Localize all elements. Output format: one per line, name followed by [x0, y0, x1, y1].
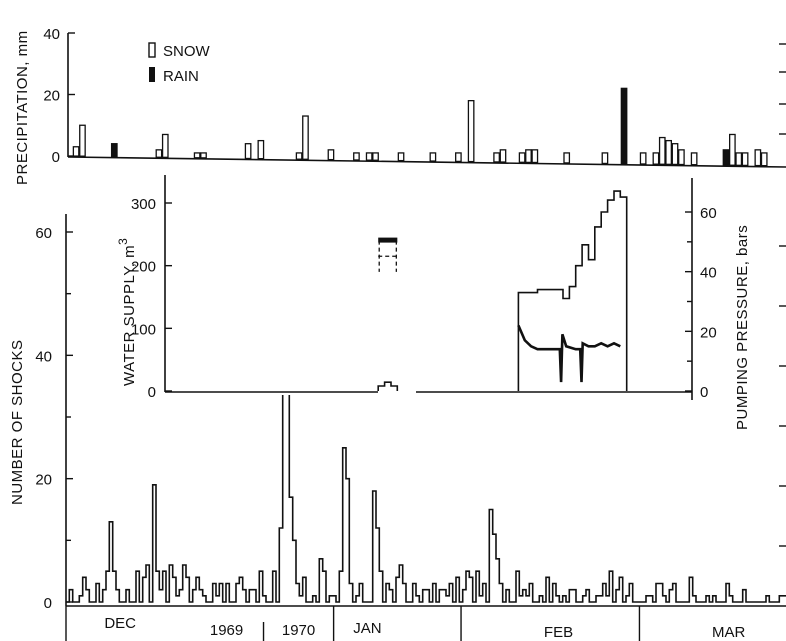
water-marker-bar [378, 237, 398, 243]
precip-bar-snow [397, 152, 405, 162]
right-edge-ticks [779, 245, 786, 547]
pressure-tick-label: 20 [700, 324, 717, 341]
precip-x-axis [67, 156, 786, 168]
precip-bar-snow [161, 133, 169, 158]
precip-bar-snow [200, 152, 207, 159]
month-label: DEC [104, 615, 136, 632]
precip-bar-snow [729, 133, 736, 166]
month-label: FEB [544, 624, 573, 641]
precip-bar-snow [601, 152, 609, 165]
pumping-pressure-curve [517, 324, 621, 383]
precip-bar-rain [110, 143, 118, 158]
precip-bar-snow [155, 149, 163, 158]
precip-bar-snow [518, 152, 526, 163]
precip-bar-snow [652, 152, 660, 165]
precip-bar-snow [741, 152, 749, 167]
precip-bar-rain [620, 87, 628, 165]
inset-water-ticks: 0 100 200 300 [131, 196, 172, 401]
precip-bar-snow [193, 152, 201, 159]
precip-bar-snow [665, 139, 673, 165]
inset-panel: 0 100 200 300 0 20 40 60 WATER SUPPLY, m3 PUMP… [116, 171, 751, 430]
pressure-tick-label: 0 [700, 384, 708, 401]
shocks-tick-label: 40 [35, 348, 52, 365]
shocks-y-label: NUMBER OF SHOCKS [9, 339, 26, 505]
precip-bar-snow [429, 152, 437, 162]
water-supply-label-sup: 3 [116, 238, 130, 245]
month-label: 1970 [282, 622, 315, 639]
pressure-tick-label: 60 [700, 205, 717, 222]
shocks-tick-label: 0 [44, 595, 52, 612]
precip-bar-snow [525, 149, 532, 164]
precip-bar-snow [563, 152, 571, 164]
precip-bar-snow [295, 152, 303, 160]
legend: SNOW RAIN [148, 42, 211, 85]
precip-bar-snow [327, 149, 335, 161]
inset-pressure-ticks: 0 20 40 60 [685, 205, 717, 401]
legend-rain-label: RAIN [163, 68, 199, 85]
water-supply-label: WATER SUPPLY, m3 [116, 238, 138, 386]
month-axis: DEC 1969 1970 JAN FEB MAR [65, 606, 746, 641]
shocks-y-ticks: 0 20 40 60 [35, 225, 73, 612]
precip-tick-label: 20 [43, 88, 60, 105]
precip-right-ticks [779, 43, 786, 135]
inset-background [163, 171, 693, 395]
precip-y-label: PRECIPITATION, mm [14, 30, 31, 185]
pumping-pressure-step [517, 190, 628, 391]
precip-bar-snow [639, 152, 647, 165]
shocks-tick-label: 60 [35, 225, 52, 242]
legend-rain-swatch [149, 67, 155, 82]
precip-bar-snow [302, 115, 309, 160]
legend-snow-swatch [148, 42, 156, 58]
water-tick-label: 100 [131, 321, 156, 338]
precip-bar-snow [735, 152, 743, 166]
precip-bar-snow [754, 149, 762, 167]
month-label: JAN [353, 620, 381, 637]
precip-bar-snow [353, 152, 360, 161]
precip-bar-snow [760, 152, 768, 167]
precip-bar-snow [79, 124, 86, 157]
water-supply-label-text: WATER SUPPLY, m [121, 245, 138, 386]
precip-bar-snow [257, 139, 265, 160]
water-supply-marker [378, 237, 398, 272]
precip-bar-snow [467, 100, 475, 163]
shocks-series-line [66, 262, 786, 603]
precip-bar-snow [493, 152, 500, 163]
precip-bar-snow [690, 152, 698, 166]
precip-tick-label: 40 [43, 26, 60, 43]
precip-bar-snow [455, 152, 462, 163]
precip-y-ticks: 0 20 40 [43, 26, 75, 166]
month-label: 1969 [210, 622, 243, 639]
precip-bar-snow [499, 149, 507, 163]
water-tick-label: 0 [148, 384, 156, 401]
precip-bar-snow [244, 143, 252, 160]
shocks-tick-label: 20 [35, 472, 52, 489]
precip-bar-snow [372, 152, 379, 161]
pumping-pressure-label: PUMPING PRESSURE, bars [734, 225, 751, 430]
precip-bar-snow [531, 149, 539, 164]
month-label: MAR [712, 624, 746, 641]
precip-bar-snow [671, 143, 679, 166]
precip-bar-snow [365, 152, 373, 161]
precip-bar-snow [658, 136, 666, 165]
precip-bar-snow [678, 149, 685, 166]
precip-tick-label: 0 [52, 149, 60, 166]
water-supply-line [377, 381, 399, 391]
precip-bar-snow [72, 146, 80, 157]
pressure-tick-label: 40 [700, 265, 717, 282]
water-tick-label: 300 [131, 196, 156, 213]
water-tick-label: 200 [131, 259, 156, 276]
legend-snow-label: SNOW [163, 43, 211, 60]
precip-bars [72, 87, 768, 167]
precip-bar-rain [722, 149, 730, 166]
